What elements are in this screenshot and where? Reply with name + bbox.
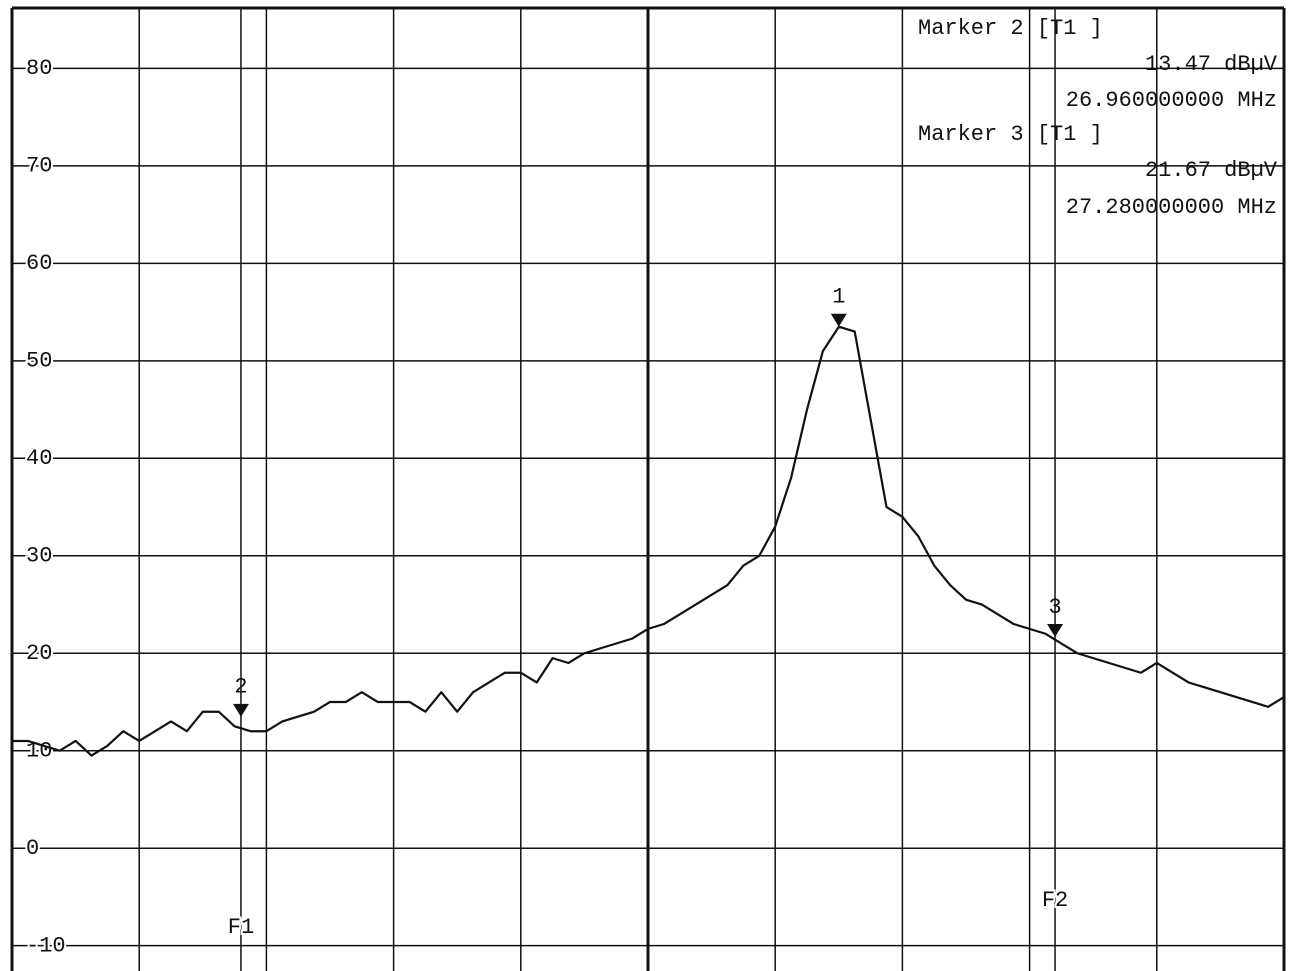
y-tick-label: 50	[26, 349, 52, 374]
marker-readout: 27.280000000 MHz	[1066, 195, 1277, 220]
marker	[830, 313, 847, 327]
marker-label: 3	[1048, 595, 1061, 620]
y-tick-label: 20	[26, 641, 52, 666]
marker-readout: 13.47 dBµV	[1145, 52, 1278, 77]
y-tick-label: 30	[26, 544, 52, 569]
y-tick-label: 40	[26, 446, 52, 471]
marker-readout: Marker 2 [T1 ]	[918, 16, 1103, 41]
marker-label: 1	[832, 285, 845, 310]
marker	[1047, 623, 1064, 637]
marker-readout: Marker 3 [T1 ]	[918, 122, 1103, 147]
y-tick-label: 0	[26, 836, 39, 861]
marker-readout: 21.67 dBµV	[1145, 158, 1278, 183]
marker-readout: 26.960000000 MHz	[1066, 88, 1277, 113]
marker	[232, 703, 249, 717]
frequency-label: F2	[1042, 888, 1068, 913]
trace	[12, 325, 1285, 757]
marker-label: 2	[234, 675, 247, 700]
y-tick-label: 80	[26, 56, 52, 81]
y-tick-label: 70	[26, 154, 52, 179]
y-tick-label: 60	[26, 251, 52, 276]
frequency-label: F1	[228, 915, 254, 940]
y-tick-label: -10	[26, 933, 66, 958]
